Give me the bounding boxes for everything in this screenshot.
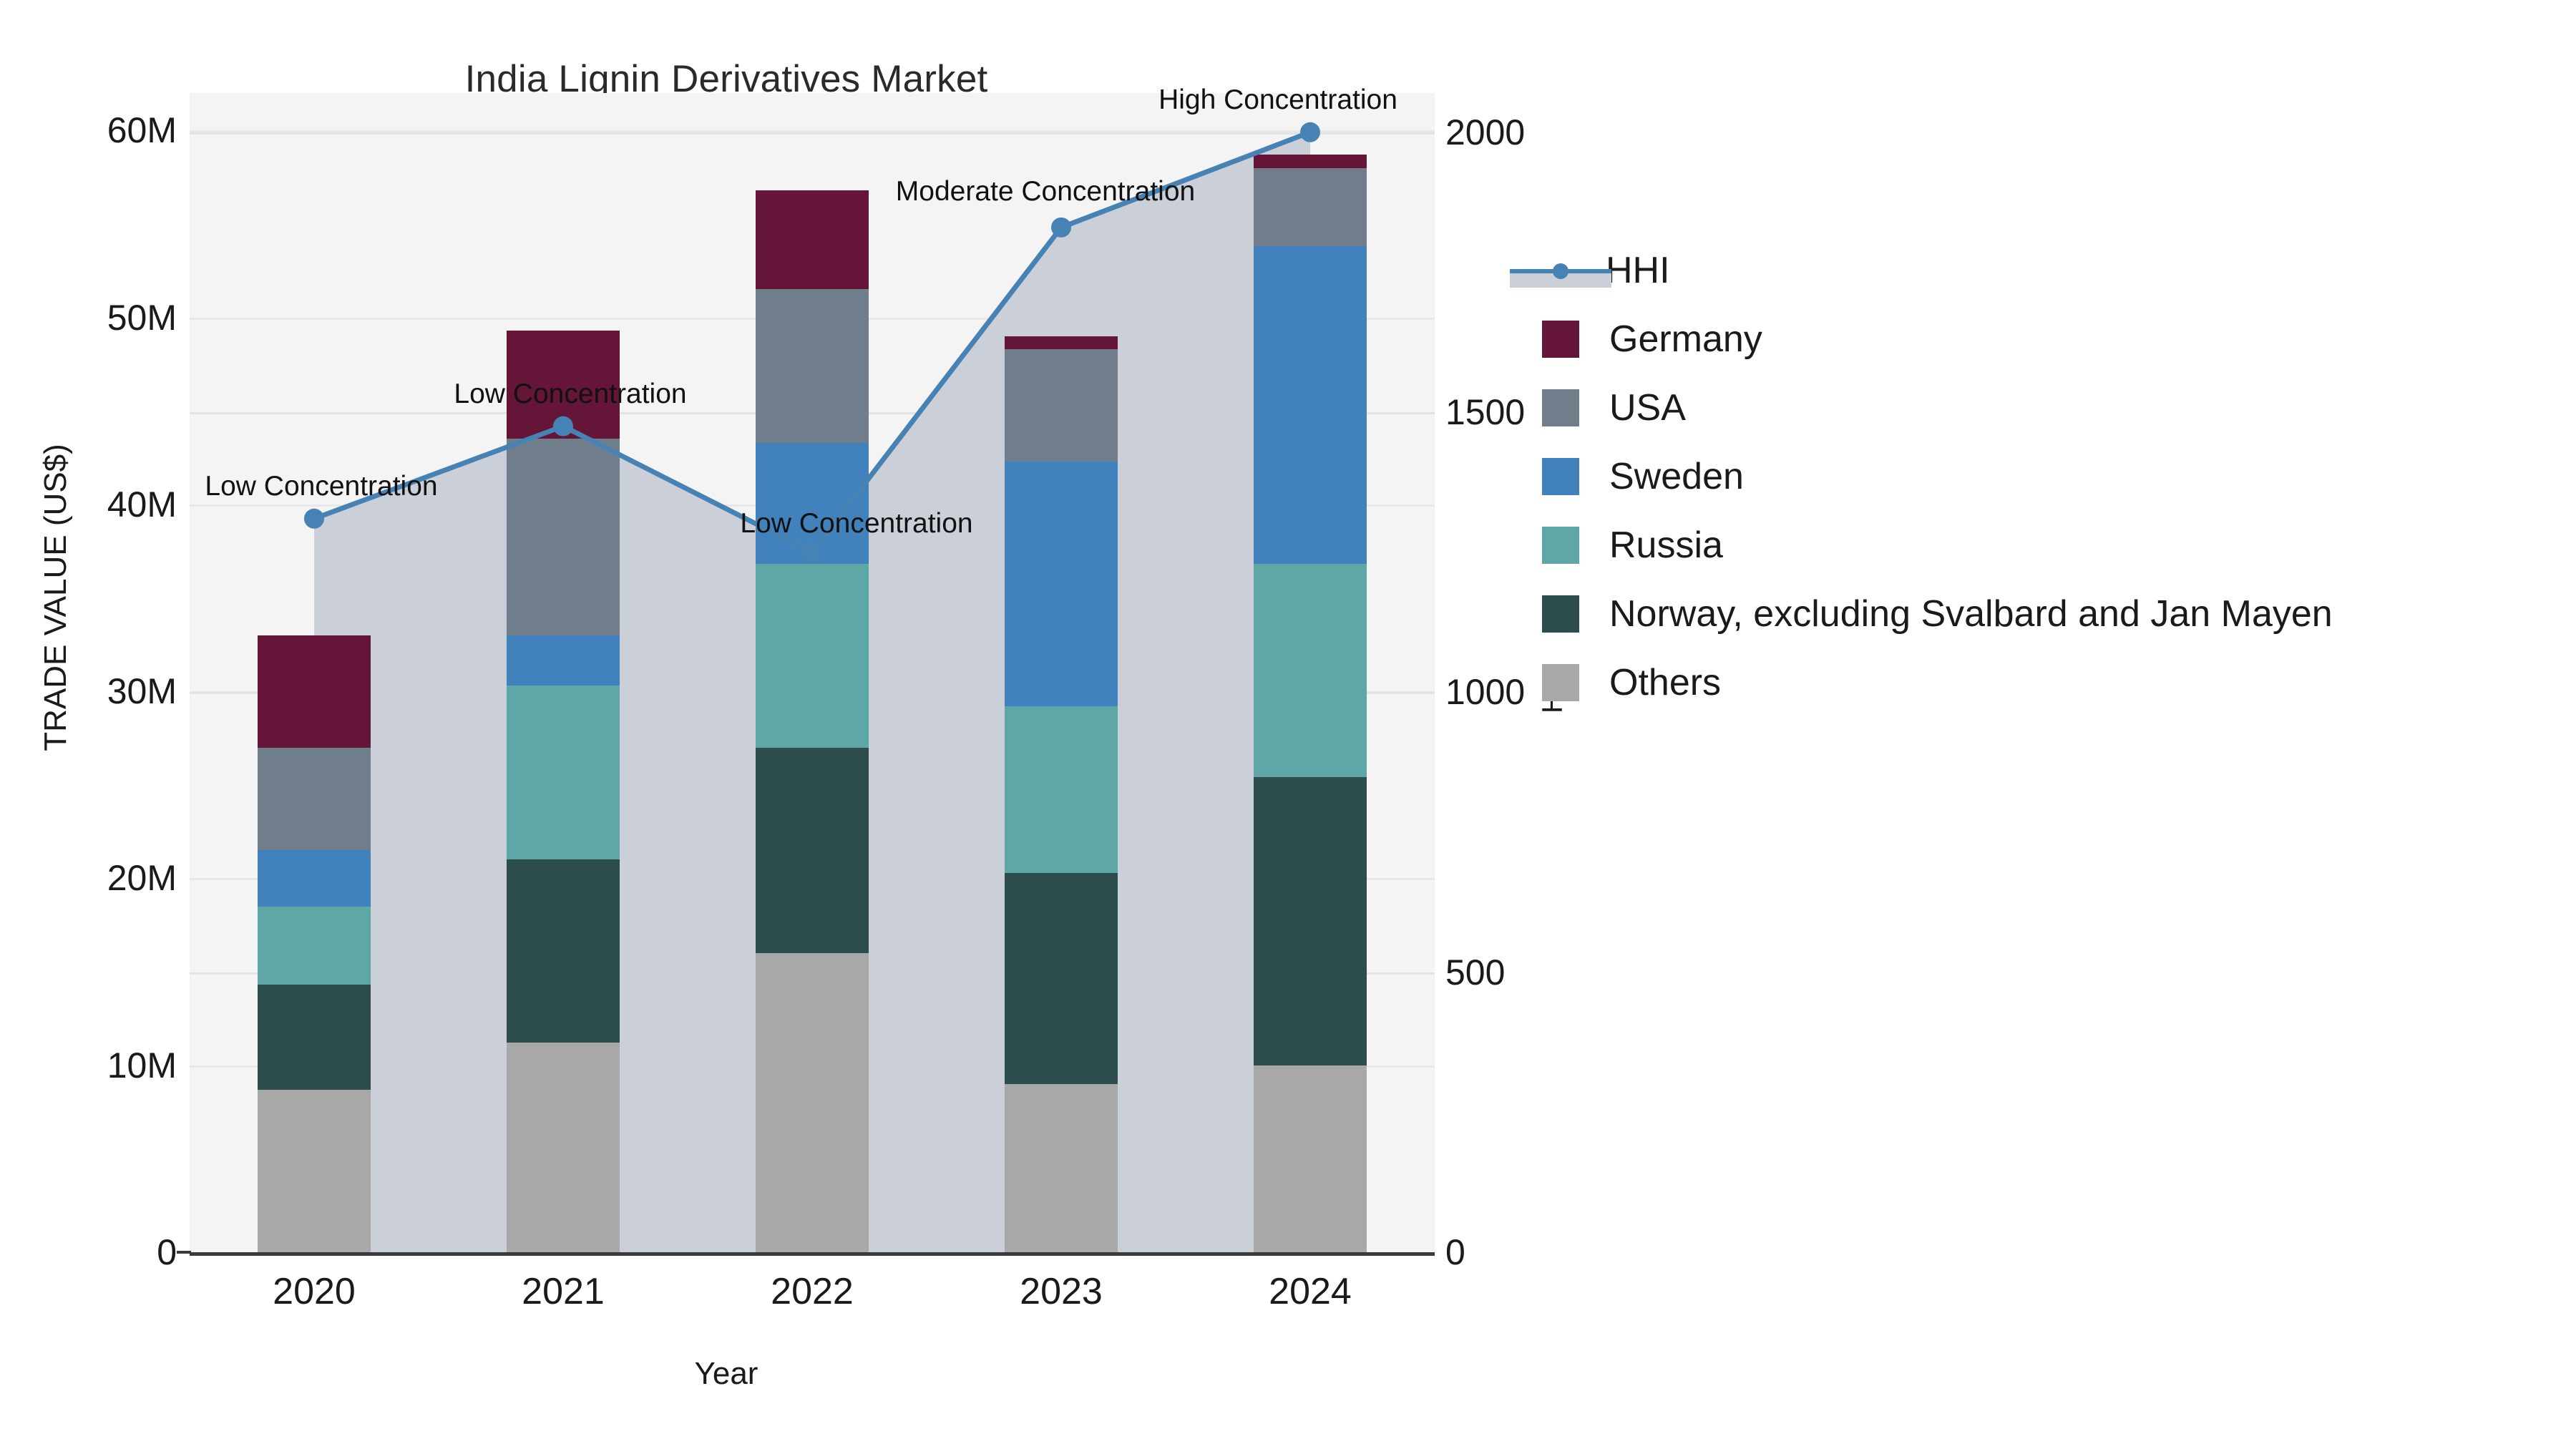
plot-area: [190, 93, 1435, 1253]
bar-segment[interactable]: [1254, 246, 1367, 565]
legend-label: Germany: [1609, 318, 1762, 360]
y-axis-left-tick: 60M: [107, 110, 177, 151]
legend-item-sweden[interactable]: Sweden: [1542, 442, 2558, 511]
annotation-2021: Low Concentration: [454, 378, 687, 409]
legend-item-others[interactable]: Others: [1542, 648, 2558, 717]
legend-item-russia[interactable]: Russia: [1542, 511, 2558, 580]
annotation-2020: Low Concentration: [205, 470, 438, 502]
bar-segment[interactable]: [258, 635, 371, 748]
legend-item-usa[interactable]: USA: [1542, 374, 2558, 442]
bar-segment[interactable]: [258, 985, 371, 1090]
bar-2022[interactable]: [756, 93, 869, 1252]
bar-segment[interactable]: [1254, 1065, 1367, 1252]
y-axis-left-tick: 0: [157, 1232, 177, 1272]
bar-2021[interactable]: [507, 93, 620, 1252]
legend-color-swatch: [1542, 321, 1579, 358]
bar-segment[interactable]: [1254, 777, 1367, 1065]
bar-segment[interactable]: [258, 850, 371, 907]
bar-segment[interactable]: [258, 906, 371, 985]
x-axis-tick-2023: 2023: [1020, 1271, 1103, 1312]
y-axis-right-tick: 1500: [1445, 392, 1526, 433]
bar-segment[interactable]: [507, 439, 620, 635]
legend-label: Others: [1609, 662, 1722, 703]
y-axis-right-tick: 500: [1445, 952, 1506, 992]
hhi-marker-2021[interactable]: [553, 416, 573, 436]
legend-label: Russia: [1609, 525, 1723, 566]
bar-segment[interactable]: [1254, 167, 1367, 247]
bar-segment[interactable]: [756, 564, 869, 748]
bar-segment[interactable]: [1254, 564, 1367, 778]
y-axis-left-tick: 40M: [107, 484, 177, 525]
bar-segment[interactable]: [1254, 155, 1367, 168]
y-axis-left-tick: 10M: [107, 1045, 177, 1085]
chart-legend: HHI Germany USA Sweden Russia Norway, excludi…: [1510, 236, 2558, 717]
legend-label: HHI: [1606, 250, 1670, 291]
legend-label: Sweden: [1609, 456, 1744, 497]
bar-segment[interactable]: [756, 190, 869, 290]
annotation-2024: High Concentration: [1158, 84, 1397, 115]
annotation-2022: Low Concentration: [740, 507, 973, 539]
legend-color-swatch: [1542, 595, 1579, 633]
hhi-marker-2023[interactable]: [1051, 217, 1071, 238]
legend-item-germany[interactable]: Germany: [1542, 305, 2558, 374]
bar-segment[interactable]: [507, 1043, 620, 1252]
bar-segment[interactable]: [756, 289, 869, 443]
legend-label: USA: [1609, 387, 1686, 429]
x-axis-tick-2022: 2022: [771, 1271, 854, 1312]
legend-line-swatch-icon: [1510, 252, 1611, 289]
y-axis-right-tick: 2000: [1445, 112, 1526, 152]
bar-segment[interactable]: [507, 635, 620, 686]
x-axis-tick-2024: 2024: [1269, 1271, 1352, 1312]
legend-color-swatch: [1542, 389, 1579, 426]
legend-color-swatch: [1542, 664, 1579, 701]
hhi-marker-2022[interactable]: [802, 542, 822, 562]
x-axis-tick-2020: 2020: [273, 1271, 356, 1312]
x-axis-line: [190, 1252, 1435, 1256]
bar-segment[interactable]: [1005, 348, 1118, 462]
bar-segment[interactable]: [258, 1089, 371, 1252]
bar-segment[interactable]: [1005, 872, 1118, 1084]
legend-color-swatch: [1542, 527, 1579, 564]
y-axis-left-tick: 30M: [107, 671, 177, 712]
hhi-marker-2024[interactable]: [1300, 122, 1320, 142]
gridline-right: [190, 132, 1435, 135]
bar-segment[interactable]: [756, 747, 869, 953]
legend-label: Norway, excluding Svalbard and Jan Mayen: [1609, 593, 2333, 635]
x-axis-label: Year: [694, 1356, 758, 1391]
bar-segment[interactable]: [258, 747, 371, 851]
y-axis-left-label: TRADE VALUE (US$): [38, 444, 73, 751]
bar-segment[interactable]: [1005, 1083, 1118, 1252]
legend-color-swatch: [1542, 458, 1579, 495]
bar-2023[interactable]: [1005, 93, 1118, 1252]
y-axis-right-tick: 1000: [1445, 672, 1526, 713]
y-axis-right-tick: 0: [1445, 1232, 1465, 1272]
bar-segment[interactable]: [507, 686, 620, 860]
bar-segment[interactable]: [507, 859, 620, 1043]
legend-item-hhi[interactable]: HHI: [1510, 236, 2558, 305]
bar-segment[interactable]: [1005, 461, 1118, 707]
hhi-line-layer: [304, 122, 1320, 562]
bar-segment[interactable]: [756, 952, 869, 1252]
bar-2024[interactable]: [1254, 93, 1367, 1252]
bar-segment[interactable]: [1005, 706, 1118, 873]
gridline-left: [190, 130, 1435, 133]
annotation-2023: Moderate Concentration: [895, 175, 1196, 207]
y-axis-left-tick: 20M: [107, 858, 177, 899]
bar-2020[interactable]: [258, 93, 371, 1252]
legend-item-norway[interactable]: Norway, excluding Svalbard and Jan Mayen: [1542, 580, 2558, 648]
bar-segment[interactable]: [1005, 336, 1118, 349]
hhi-marker-2020[interactable]: [304, 508, 324, 529]
y-axis-zero-tick: [177, 1251, 191, 1254]
x-axis-tick-2021: 2021: [522, 1271, 605, 1312]
y-axis-left-tick: 50M: [107, 297, 177, 338]
